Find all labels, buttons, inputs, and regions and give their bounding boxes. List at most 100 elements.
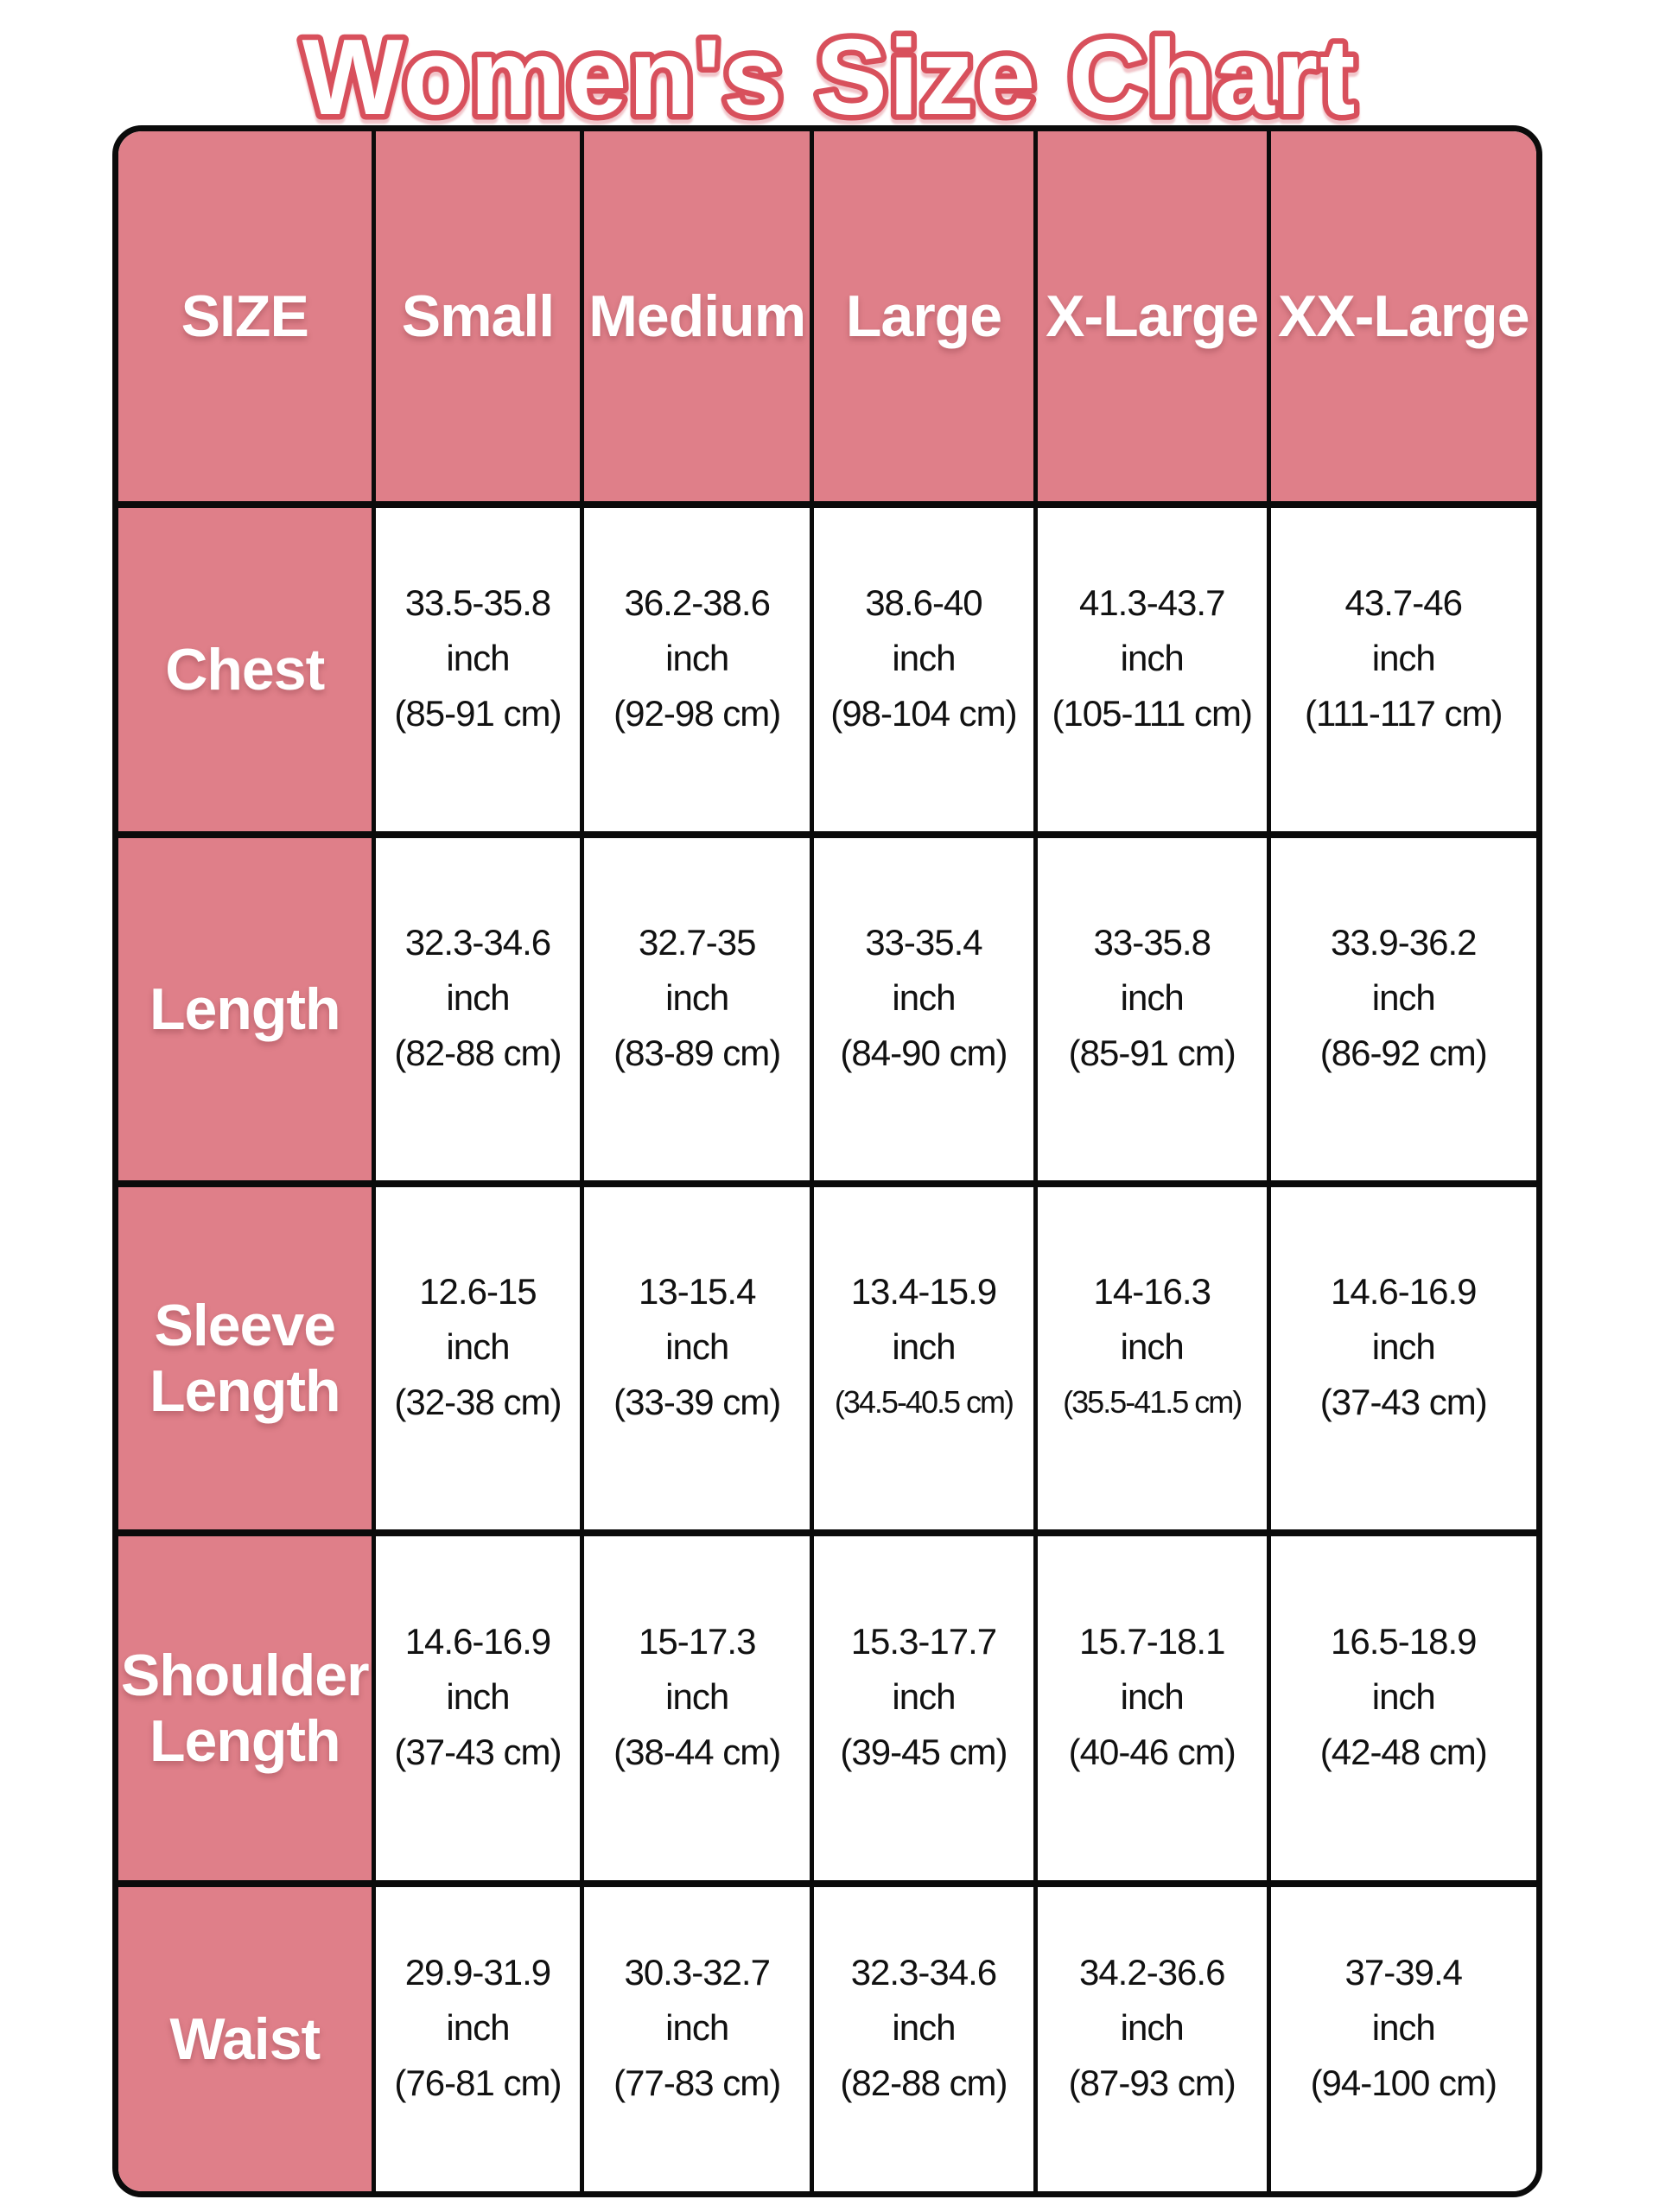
cell-cm-text: (85-91 cm) [1068,1032,1236,1073]
cell-waist-medium: 30.3-32.7 inch (77-83 cm) [584,1886,815,2191]
cell-range-text: 33-35.4 [865,921,982,963]
row-label-shoulder-length: Shoulder Length [118,1536,376,1887]
cell-range-text: 14.6-16.9 [404,1621,551,1662]
cell-unit-text: inch [1371,1326,1436,1368]
cell-cm-text: (98-104 cm) [830,692,1017,734]
cell-unit-text: inch [892,637,956,678]
cell-unit-text: inch [446,1676,510,1718]
cell-range-text: 15.3-17.7 [850,1621,997,1662]
cell-range-text: 34.2-36.6 [1078,1951,1225,1993]
cell-cm-text: (39-45 cm) [840,1732,1007,1773]
cell-range-text: 13-15.4 [638,1271,756,1313]
column-header-small: Small [375,131,585,508]
cell-range-text: 32.7-35 [638,921,756,963]
cell-shoulder-length-large: 15.3-17.7 inch (39-45 cm) [814,1536,1038,1887]
cell-cm-text: (105-111 cm) [1052,692,1253,734]
cell-length-x-large: 33-35.8 inch (85-91 cm) [1037,838,1271,1187]
cell-cm-text: (82-88 cm) [840,2062,1007,2103]
column-header-xx-large: XX-Large [1270,131,1536,508]
size-header-cell: SIZE [118,131,376,508]
cell-unit-text: inch [1371,2006,1436,2048]
cell-unit-text: inch [665,637,729,678]
cell-cm-text: (87-93 cm) [1068,2062,1236,2103]
cell-range-text: 41.3-43.7 [1078,582,1225,623]
cell-range-text: 16.5-18.9 [1331,1621,1477,1662]
cell-chest-medium: 36.2-38.6 inch (92-98 cm) [584,507,815,839]
cell-cm-text: (32-38 cm) [394,1382,562,1423]
cell-range-text: 33.9-36.2 [1331,921,1477,963]
column-header-large: Large [814,131,1038,508]
cell-range-text: 29.9-31.9 [404,1951,551,1993]
cell-cm-text: (77-83 cm) [613,2062,781,2103]
cell-unit-text: inch [665,1326,729,1368]
cell-cm-text: (33-39 cm) [613,1382,781,1423]
cell-cm-text: (37-43 cm) [1319,1382,1488,1423]
cell-unit-text: inch [1371,1676,1436,1718]
cell-chest-x-large: 41.3-43.7 inch (105-111 cm) [1037,507,1271,839]
cell-waist-small: 29.9-31.9 inch (76-81 cm) [375,1886,585,2191]
cell-cm-text: (37-43 cm) [394,1732,562,1773]
cell-cm-text: (76-81 cm) [394,2062,562,2103]
row-label-length: Length [118,838,376,1187]
cell-range-text: 14-16.3 [1093,1271,1211,1313]
cell-unit-text: inch [665,1676,729,1718]
cell-range-text: 32.3-34.6 [404,921,551,963]
cell-chest-small: 33.5-35.8 inch (85-91 cm) [375,507,585,839]
cell-length-small: 32.3-34.6 inch (82-88 cm) [375,838,585,1187]
row-label-waist: Waist [118,1886,376,2191]
cell-cm-text: (84-90 cm) [840,1032,1007,1073]
cell-range-text: 30.3-32.7 [624,1951,770,1993]
cell-unit-text: inch [446,976,510,1018]
cell-length-large: 33-35.4 inch (84-90 cm) [814,838,1038,1187]
column-header-x-large: X-Large [1037,131,1271,508]
cell-sleeve-length-medium: 13-15.4 inch (33-39 cm) [584,1186,815,1537]
cell-cm-text: (34.5-40.5 cm) [834,1384,1014,1421]
cell-shoulder-length-x-large: 15.7-18.1 inch (40-46 cm) [1037,1536,1271,1887]
cell-length-xx-large: 33.9-36.2 inch (86-92 cm) [1270,838,1536,1187]
column-header-medium: Medium [584,131,815,508]
cell-unit-text: inch [1120,637,1185,678]
cell-cm-text: (82-88 cm) [394,1032,562,1073]
cell-cm-text: (111-117 cm) [1305,692,1503,734]
cell-range-text: 37-39.4 [1344,1951,1463,1993]
cell-cm-text: (42-48 cm) [1319,1732,1488,1773]
cell-shoulder-length-medium: 15-17.3 inch (38-44 cm) [584,1536,815,1887]
cell-chest-xx-large: 43.7-46 inch (111-117 cm) [1270,507,1536,839]
row-label-chest: Chest [118,507,376,839]
cell-unit-text: inch [1120,976,1185,1018]
row-label-sleeve-length: Sleeve Length [118,1186,376,1537]
cell-sleeve-length-large: 13.4-15.9 inch (34.5-40.5 cm) [814,1186,1038,1537]
cell-range-text: 15-17.3 [638,1621,756,1662]
cell-length-medium: 32.7-35 inch (83-89 cm) [584,838,815,1187]
cell-range-text: 12.6-15 [419,1271,537,1313]
cell-waist-xx-large: 37-39.4 inch (94-100 cm) [1270,1886,1536,2191]
cell-cm-text: (38-44 cm) [613,1732,781,1773]
cell-unit-text: inch [1120,1326,1185,1368]
cell-cm-text: (86-92 cm) [1319,1032,1488,1073]
cell-shoulder-length-xx-large: 16.5-18.9 inch (42-48 cm) [1270,1536,1536,1887]
cell-range-text: 33.5-35.8 [404,582,551,623]
cell-cm-text: (92-98 cm) [613,692,781,734]
cell-shoulder-length-small: 14.6-16.9 inch (37-43 cm) [375,1536,585,1887]
cell-range-text: 36.2-38.6 [624,582,770,623]
chart-title-text: Women's Size Chart [302,18,1357,137]
cell-sleeve-length-x-large: 14-16.3 inch (35.5-41.5 cm) [1037,1186,1271,1537]
cell-range-text: 32.3-34.6 [850,1951,997,1993]
cell-unit-text: inch [892,976,956,1018]
cell-cm-text: (85-91 cm) [394,692,562,734]
cell-waist-x-large: 34.2-36.6 inch (87-93 cm) [1037,1886,1271,2191]
cell-waist-large: 32.3-34.6 inch (82-88 cm) [814,1886,1038,2191]
cell-unit-text: inch [1120,1676,1185,1718]
cell-unit-text: inch [665,2006,729,2048]
cell-cm-text: (35.5-41.5 cm) [1063,1384,1243,1421]
cell-cm-text: (40-46 cm) [1068,1732,1236,1773]
cell-unit-text: inch [892,1326,956,1368]
cell-unit-text: inch [446,637,510,678]
cell-sleeve-length-small: 12.6-15 inch (32-38 cm) [375,1186,585,1537]
cell-unit-text: inch [446,1326,510,1368]
cell-range-text: 38.6-40 [865,582,982,623]
cell-range-text: 13.4-15.9 [850,1271,997,1313]
cell-unit-text: inch [892,2006,956,2048]
cell-unit-text: inch [1120,2006,1185,2048]
